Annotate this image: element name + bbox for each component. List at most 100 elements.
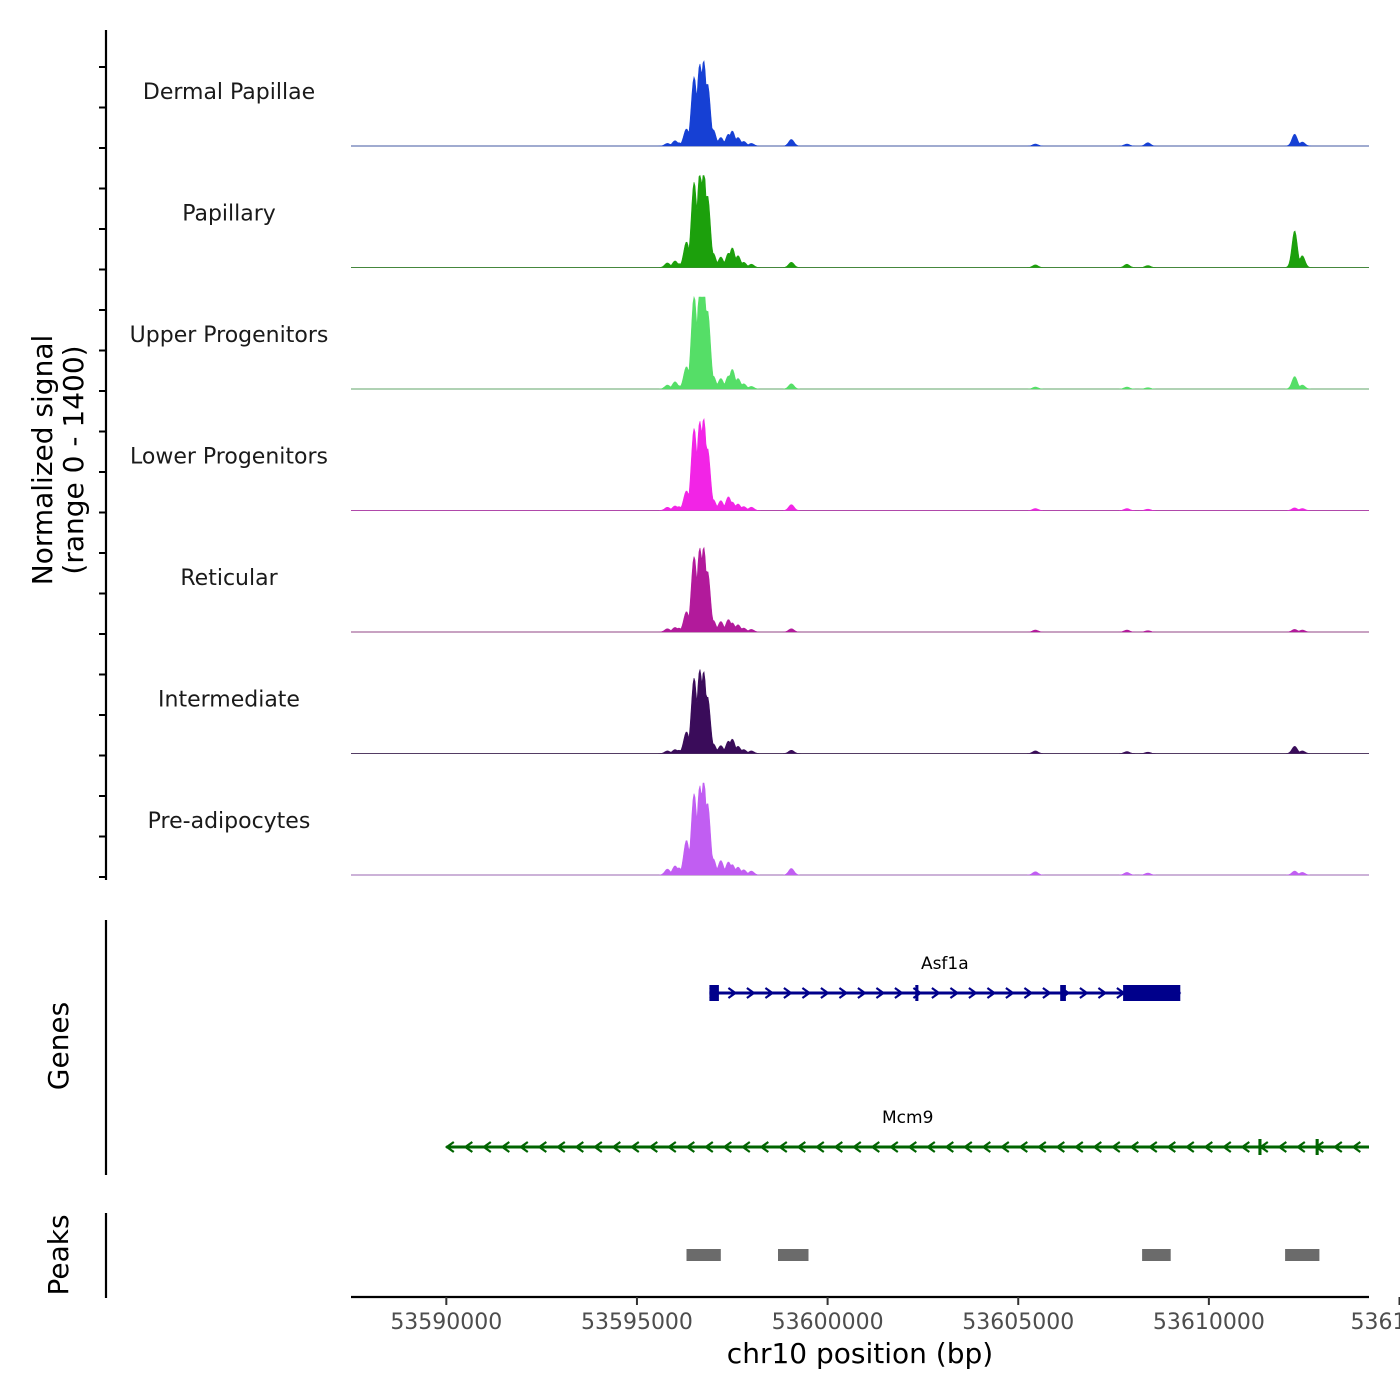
gene-label: Asf1a	[921, 954, 969, 974]
strand-chevron	[1295, 1141, 1306, 1153]
strand-chevron	[944, 1141, 954, 1153]
peak-region	[686, 1249, 721, 1261]
coverage-area	[351, 418, 1369, 511]
strand-chevron	[968, 987, 978, 999]
gene-exon	[709, 985, 719, 1001]
strand-chevron	[833, 1141, 843, 1153]
strand-chevron	[592, 1141, 603, 1153]
strand-chevron	[888, 1141, 899, 1153]
strand-chevron	[611, 1141, 621, 1153]
strand-chevron	[1018, 1141, 1028, 1153]
track-label: Pre-adipocytes	[148, 809, 311, 834]
strand-chevron	[1277, 1141, 1287, 1153]
strand-chevron	[999, 1141, 1010, 1153]
strand-chevron	[1332, 1141, 1343, 1153]
strand-chevron	[1079, 987, 1089, 999]
strand-chevron	[796, 1141, 806, 1153]
strand-chevron	[764, 987, 775, 999]
strand-chevron	[666, 1141, 677, 1153]
track-label: Intermediate	[158, 688, 300, 713]
x-tick-label: 5361500	[1351, 1310, 1400, 1335]
track-label: Papillary	[182, 202, 276, 227]
gene-exon	[1060, 985, 1066, 1001]
strand-chevron	[759, 1141, 769, 1153]
strand-chevron	[870, 1141, 880, 1153]
strand-chevron	[962, 1141, 973, 1153]
strand-chevron	[722, 1141, 732, 1153]
strand-chevron	[1055, 1141, 1065, 1153]
strand-chevron	[981, 1141, 991, 1153]
strand-chevron	[444, 1141, 455, 1153]
gene-exon	[915, 985, 919, 1001]
strand-chevron	[1203, 1141, 1213, 1153]
coverage-track: Dermal Papillae	[143, 60, 1369, 147]
strand-chevron	[1129, 1141, 1139, 1153]
strand-chevron	[894, 987, 904, 999]
coverage-track: Intermediate	[158, 669, 1369, 754]
coverage-track: Reticular	[180, 546, 1369, 633]
strand-chevron	[907, 1141, 917, 1153]
coverage-tracks: Dermal Papillae Papillary Upper Progenitor…	[130, 60, 1369, 876]
coverage-area	[351, 295, 1369, 390]
strand-chevron	[463, 1141, 473, 1153]
peak-region	[1285, 1249, 1320, 1261]
coverage-y-ticks	[99, 66, 106, 878]
track-label: Upper Progenitors	[130, 323, 329, 348]
strand-chevron	[703, 1141, 714, 1153]
gene-model: Mcm9	[444, 1108, 1369, 1155]
strand-chevron	[518, 1141, 529, 1153]
peak-track	[686, 1249, 1320, 1261]
strand-chevron	[777, 1141, 788, 1153]
strand-chevron	[648, 1141, 658, 1153]
strand-chevron	[1023, 987, 1034, 999]
strand-chevron	[949, 987, 960, 999]
strand-chevron	[1240, 1141, 1250, 1153]
coverage-track: Pre-adipocytes	[148, 782, 1369, 876]
x-tick-label: 53590000	[390, 1310, 502, 1335]
strand-chevron	[1221, 1141, 1232, 1153]
gene-exon	[1315, 1139, 1319, 1155]
strand-chevron	[537, 1141, 547, 1153]
gene-exon	[1258, 1139, 1262, 1155]
gene-exon	[1123, 985, 1181, 1001]
strand-chevron	[1166, 1141, 1176, 1153]
strand-chevron	[1042, 987, 1052, 999]
coverage-area	[351, 782, 1369, 876]
coverage-track: Papillary	[182, 174, 1369, 268]
peak-region	[778, 1249, 809, 1261]
strand-chevron	[838, 987, 849, 999]
strand-chevron	[851, 1141, 862, 1153]
strand-chevron	[727, 987, 738, 999]
gene-track: Asf1a Mcm9	[444, 954, 1369, 1155]
peaks-panel-label: Peaks	[42, 1214, 75, 1295]
track-label: Lower Progenitors	[130, 445, 328, 470]
strand-chevron	[1036, 1141, 1047, 1153]
strand-chevron	[1005, 987, 1015, 999]
strand-chevron	[1097, 987, 1108, 999]
strand-chevron	[801, 987, 812, 999]
strand-chevron	[986, 987, 997, 999]
coverage-area	[351, 60, 1369, 147]
strand-chevron	[555, 1141, 566, 1153]
x-axis-title: chr10 position (bp)	[727, 1337, 993, 1370]
coverage-track: Upper Progenitors	[130, 295, 1369, 390]
x-tick-label: 53610000	[1153, 1310, 1265, 1335]
strand-chevron	[931, 987, 941, 999]
coverage-area	[351, 546, 1369, 633]
strand-chevron	[1184, 1141, 1195, 1153]
strand-chevron	[629, 1141, 640, 1153]
x-tick-label: 53605000	[962, 1310, 1074, 1335]
x-tick-label: 53595000	[581, 1310, 693, 1335]
strand-chevron	[1110, 1141, 1121, 1153]
x-tick-label: 53600000	[772, 1310, 884, 1335]
gene-label: Mcm9	[882, 1108, 933, 1128]
genes-panel-label: Genes	[42, 1002, 75, 1090]
strand-chevron	[875, 987, 886, 999]
y-axis-title-line2: (range 0 - 1400)	[57, 345, 90, 574]
gene-model: Asf1a	[709, 954, 1182, 1001]
strand-chevron	[500, 1141, 510, 1153]
peak-region	[1142, 1249, 1171, 1261]
coverage-track: Lower Progenitors	[130, 418, 1369, 511]
track-label: Reticular	[180, 566, 278, 591]
